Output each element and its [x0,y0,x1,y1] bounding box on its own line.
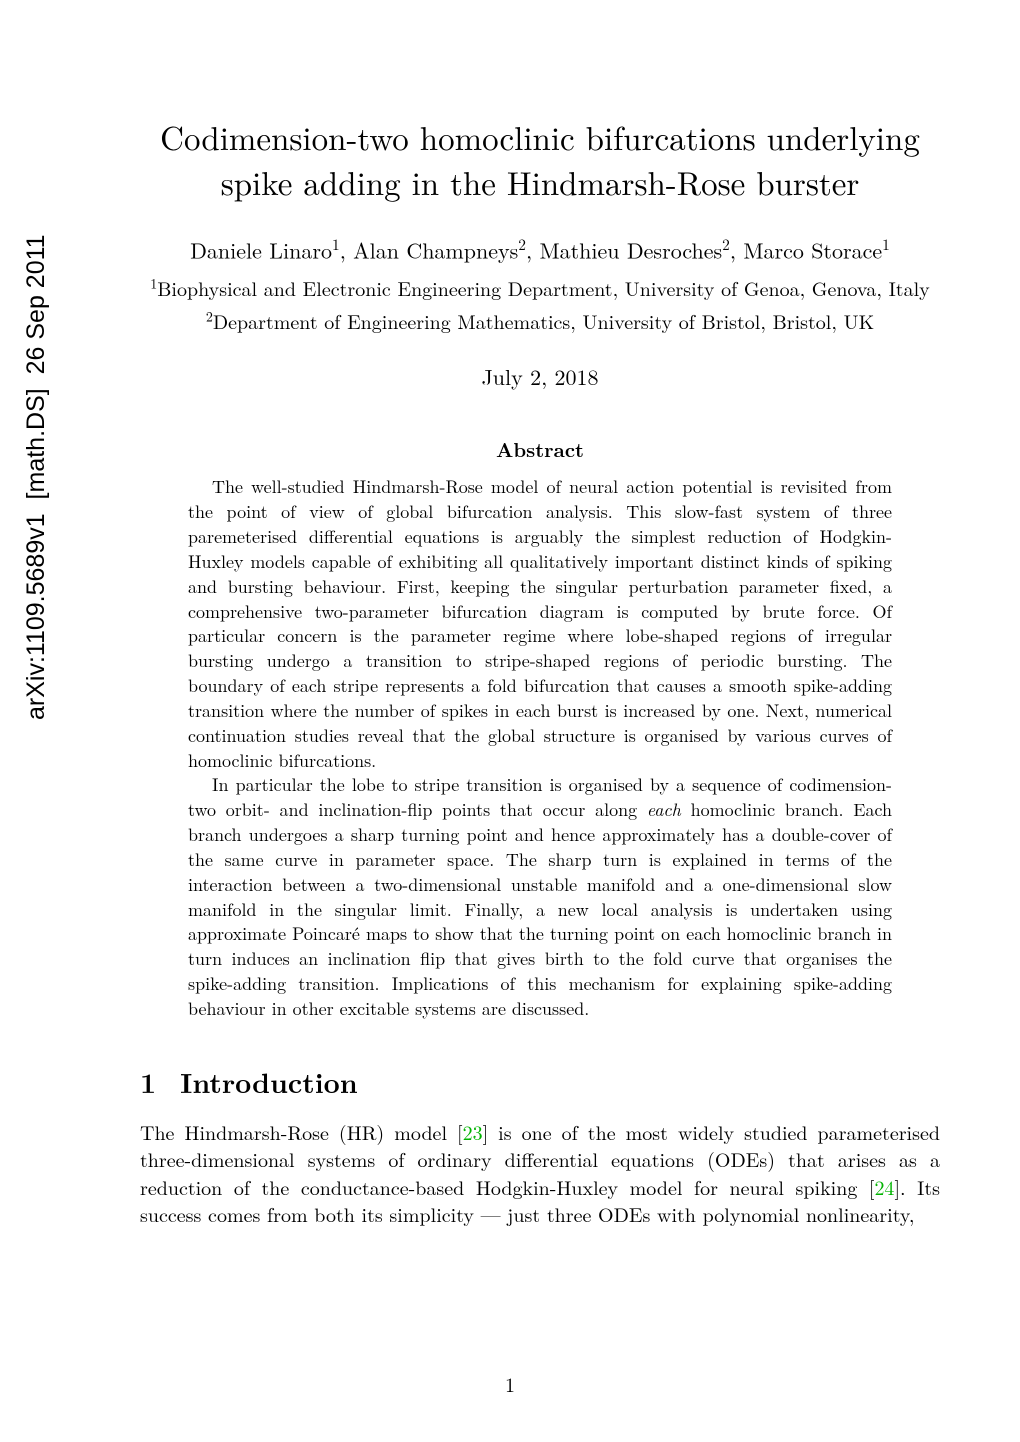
page-number: 1 [0,1369,1020,1398]
intro-paragraph: The Hindmarsh-Rose (HR) model [23] is on… [140,1118,940,1228]
affiliation-2-text: Department of Engineering Mathematics, U… [213,306,874,335]
arxiv-date: 26 Sep 2011 [22,234,50,374]
author-3: Mathieu Desroches [539,234,722,265]
title-line-2: spike adding in the Hindmarsh-Rose burst… [221,158,860,205]
abstract-p2-b: homoclinic branch. Each branch undergoes… [188,797,892,1021]
affiliation-1: 1Biophysical and Electronic Engineering … [140,273,940,302]
author-2: Alan Champneys [353,234,518,265]
affiliation-2-sup: 2 [206,307,213,327]
section-1-title: Introduction [180,1062,358,1102]
page-content: Codimension-two homoclinic bifurcations … [140,115,940,1228]
title-line-1: Codimension-two homoclinic bifurcations … [160,113,920,160]
intro-text-a: The Hindmarsh-Rose (HR) model [ [140,1117,463,1146]
section-1-number: 1 [140,1062,156,1102]
author-1: Daniele Linaro [190,234,332,265]
abstract-body: The well-studied Hindmarsh-Rose model of… [188,475,892,1021]
abstract-heading: Abstract [140,434,940,463]
citation-23[interactable]: 23 [463,1117,483,1146]
author-1-aff: 1 [332,234,340,255]
arxiv-identifier: arXiv:1109.5689v1 [math.DS] 26 Sep 2011 [22,234,51,720]
citation-24[interactable]: 24 [874,1172,894,1201]
section-1-heading: 1 Introduction [140,1062,940,1102]
abstract-para-2: In particular the lobe to stripe transit… [188,773,892,1021]
arxiv-category: [math.DS] [22,388,50,499]
author-list: Daniele Linaro1, Alan Champneys2, Mathie… [140,234,940,265]
paper-date: July 2, 2018 [140,361,940,392]
author-4-aff: 1 [882,234,890,255]
author-2-aff: 2 [518,234,526,255]
affiliation-2: 2Department of Engineering Mathematics, … [140,306,940,335]
author-3-aff: 2 [722,234,730,255]
abstract-p2-each: each [647,797,681,822]
arxiv-id: arXiv:1109.5689v1 [22,513,50,720]
affiliation-1-text: Biophysical and Electronic Engineering D… [157,273,929,302]
author-4: Marco Storace [743,234,882,265]
paper-title: Codimension-two homoclinic bifurcations … [140,115,940,204]
abstract-para-1: The well-studied Hindmarsh-Rose model of… [188,475,892,773]
